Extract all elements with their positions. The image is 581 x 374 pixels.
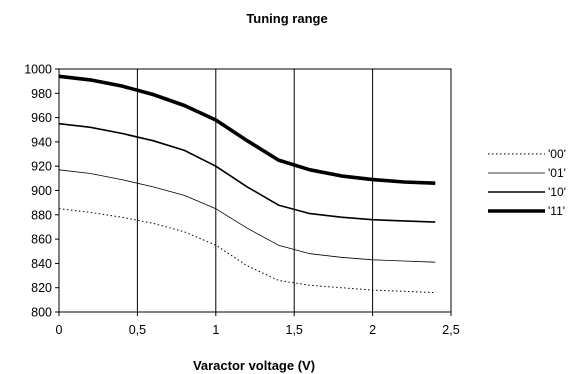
grid-lines: [136, 69, 374, 312]
plot-area-frame: [58, 68, 452, 313]
series-line-00: [58, 208, 436, 294]
y-tick-label: 920: [31, 160, 52, 174]
x-tick-label: 1,5: [286, 323, 303, 337]
series-lines: [58, 74, 436, 294]
x-tick-label: 2,5: [442, 323, 459, 337]
y-tick-label: 900: [31, 184, 52, 198]
x-tick-label: 0,5: [129, 323, 146, 337]
y-tick-label: 840: [31, 257, 52, 271]
tick-marks: [55, 68, 452, 316]
x-tick-label: 1: [212, 323, 219, 337]
x-axis-tick-labels: 0 0,5 1 1,5 2 2,5: [56, 323, 460, 337]
x-tick-label: 0: [56, 323, 63, 337]
y-tick-label: 880: [31, 208, 52, 222]
y-tick-label: 1000: [24, 63, 52, 77]
series-line-10: [58, 122, 436, 223]
legend-label: '11': [548, 204, 565, 218]
y-tick-label: 820: [31, 281, 52, 295]
y-tick-label: 980: [31, 87, 52, 101]
legend-label: '10': [548, 185, 566, 199]
y-tick-label: 800: [31, 306, 52, 320]
x-axis-title: Varactor voltage (V): [193, 358, 315, 373]
legend-label: '01': [548, 166, 566, 180]
x-tick-label: 2: [369, 323, 376, 337]
series-line-01: [58, 169, 436, 263]
legend: '00' '01' '10' '11': [488, 147, 566, 218]
series-line-11: [58, 74, 436, 185]
y-axis-tick-labels: 800 820 840 860 880 900 920 940 960 980 1000: [24, 63, 52, 320]
y-tick-label: 940: [31, 135, 52, 149]
chart-title: Tuning range: [246, 11, 327, 26]
y-tick-label: 960: [31, 111, 52, 125]
y-tick-label: 860: [31, 233, 52, 247]
legend-label: '00': [548, 147, 566, 161]
